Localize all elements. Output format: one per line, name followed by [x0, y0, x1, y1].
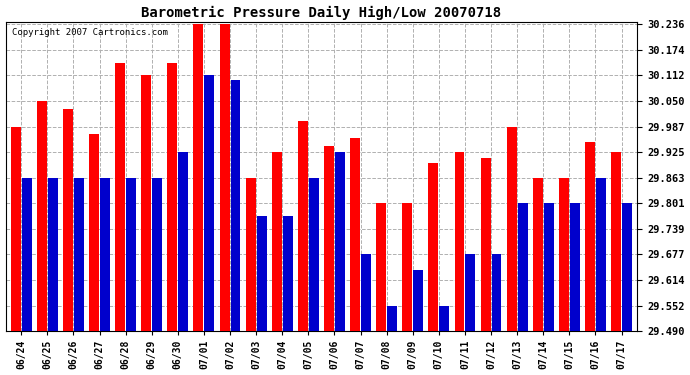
- Bar: [219, 24, 230, 331]
- Bar: [324, 146, 334, 331]
- Bar: [168, 63, 177, 331]
- Bar: [193, 24, 204, 331]
- Bar: [413, 270, 423, 331]
- Bar: [126, 178, 136, 331]
- Bar: [428, 163, 438, 331]
- Bar: [230, 80, 241, 331]
- Bar: [570, 203, 580, 331]
- Bar: [466, 254, 475, 331]
- Bar: [100, 178, 110, 331]
- Bar: [309, 178, 319, 331]
- Bar: [178, 152, 188, 331]
- Bar: [361, 254, 371, 331]
- Bar: [257, 216, 266, 331]
- Bar: [387, 306, 397, 331]
- Bar: [37, 101, 47, 331]
- Bar: [350, 138, 360, 331]
- Bar: [246, 178, 255, 331]
- Bar: [204, 75, 215, 331]
- Bar: [622, 203, 632, 331]
- Bar: [455, 152, 464, 331]
- Title: Barometric Pressure Daily High/Low 20070718: Barometric Pressure Daily High/Low 20070…: [141, 6, 502, 20]
- Bar: [298, 122, 308, 331]
- Bar: [518, 203, 528, 331]
- Bar: [48, 178, 58, 331]
- Bar: [141, 75, 151, 331]
- Bar: [481, 158, 491, 331]
- Bar: [115, 63, 125, 331]
- Bar: [89, 134, 99, 331]
- Text: Copyright 2007 Cartronics.com: Copyright 2007 Cartronics.com: [12, 28, 168, 38]
- Bar: [491, 254, 502, 331]
- Bar: [611, 152, 621, 331]
- Bar: [440, 306, 449, 331]
- Bar: [22, 178, 32, 331]
- Bar: [11, 127, 21, 331]
- Bar: [559, 178, 569, 331]
- Bar: [402, 203, 412, 331]
- Bar: [533, 178, 543, 331]
- Bar: [283, 216, 293, 331]
- Bar: [506, 127, 517, 331]
- Bar: [74, 178, 84, 331]
- Bar: [272, 152, 282, 331]
- Bar: [376, 203, 386, 331]
- Bar: [544, 203, 553, 331]
- Bar: [596, 178, 606, 331]
- Bar: [585, 142, 595, 331]
- Bar: [63, 109, 73, 331]
- Bar: [152, 178, 162, 331]
- Bar: [335, 152, 345, 331]
